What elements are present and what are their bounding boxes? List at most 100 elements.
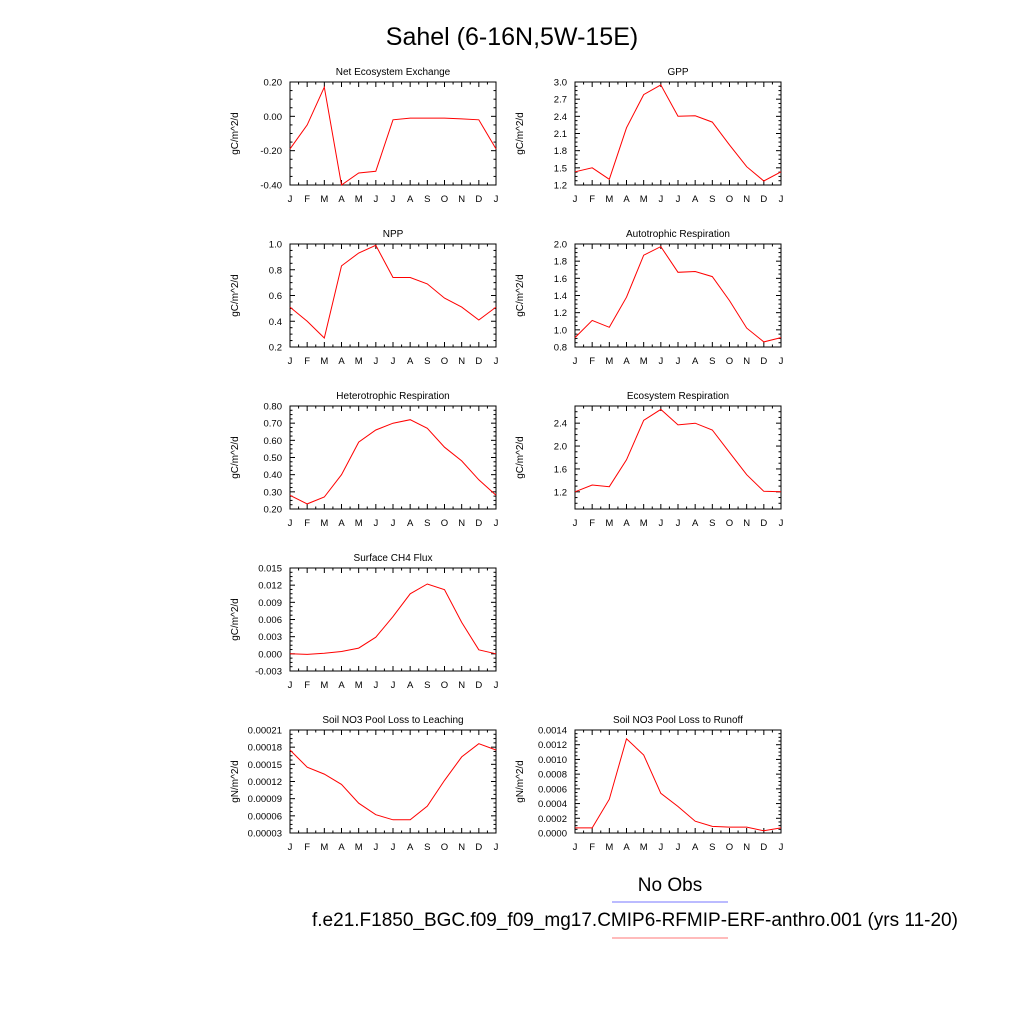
x-tick-label: J bbox=[391, 842, 396, 853]
y-tick-label: 0.0002 bbox=[538, 814, 567, 825]
x-tick-label: J bbox=[391, 518, 396, 529]
y-tick-label: 1.4 bbox=[554, 291, 567, 302]
x-tick-label: J bbox=[373, 680, 378, 691]
y-tick-label: 0.50 bbox=[264, 453, 283, 464]
x-tick-label: F bbox=[589, 194, 595, 205]
x-tick-label: A bbox=[407, 518, 414, 529]
x-tick-label: N bbox=[743, 518, 750, 529]
panel-title: Surface CH4 Flux bbox=[354, 553, 433, 564]
legend-label-model-run: f.e21.F1850_BGC.f09_f09_mg17.CMIP6-RFMIP… bbox=[312, 910, 958, 931]
y-tick-label: 2.4 bbox=[554, 112, 567, 123]
legend-label-no-obs: No Obs bbox=[638, 875, 702, 896]
x-tick-label: J bbox=[288, 842, 293, 853]
panel-title: GPP bbox=[667, 67, 688, 78]
x-tick-label: F bbox=[304, 356, 310, 367]
y-tick-label: 0.000 bbox=[258, 649, 282, 660]
panel-title: Soil NO3 Pool Loss to Runoff bbox=[613, 715, 743, 726]
x-tick-label: M bbox=[640, 842, 648, 853]
panel-title: Autotrophic Respiration bbox=[626, 229, 730, 240]
y-axis-label: gC/m^2/d bbox=[230, 274, 241, 317]
x-tick-label: J bbox=[373, 518, 378, 529]
series-line bbox=[289, 419, 497, 505]
y-axis-label: gC/m^2/d bbox=[515, 436, 526, 479]
panel-9: J F M A M J J A S O N D J0.00140.00120.00100.00080.0… bbox=[515, 715, 784, 853]
x-tick-label: A bbox=[407, 680, 414, 691]
plot-frame bbox=[289, 567, 497, 672]
series-line bbox=[289, 244, 497, 339]
x-tick-label: J bbox=[658, 518, 663, 529]
x-tick-label: J bbox=[573, 194, 578, 205]
y-tick-label: 1.0 bbox=[269, 240, 282, 251]
y-tick-label: 0.00015 bbox=[248, 760, 282, 771]
series-line bbox=[574, 245, 782, 343]
panel-4: J F M A M J J A S O N D J2.01.81.61.41.21.00.8Autotr… bbox=[515, 229, 784, 367]
y-tick-label: 0.00021 bbox=[248, 726, 282, 737]
x-tick-label: A bbox=[338, 680, 345, 691]
x-tick-label: D bbox=[475, 842, 482, 853]
y-tick-label: 0.0010 bbox=[538, 755, 567, 766]
y-tick-label: 0.0006 bbox=[538, 784, 567, 795]
x-tick-label: A bbox=[407, 842, 414, 853]
x-tick-label: J bbox=[658, 194, 663, 205]
x-tick-label: N bbox=[458, 842, 465, 853]
x-tick-label: A bbox=[692, 842, 699, 853]
x-tick-label: O bbox=[441, 356, 448, 367]
y-tick-label: -0.40 bbox=[260, 181, 282, 192]
y-tick-label: 0.30 bbox=[264, 487, 283, 498]
x-tick-label: O bbox=[726, 518, 733, 529]
x-tick-label: J bbox=[573, 518, 578, 529]
y-axis-label: gC/m^2/d bbox=[230, 598, 241, 641]
x-tick-label: J bbox=[494, 356, 499, 367]
x-tick-label: M bbox=[355, 194, 363, 205]
panel-title: Soil NO3 Pool Loss to Leaching bbox=[322, 715, 463, 726]
x-tick-label: D bbox=[760, 356, 767, 367]
y-tick-label: 0.00003 bbox=[248, 829, 282, 840]
y-tick-label: 0.0000 bbox=[538, 829, 567, 840]
plot-frame bbox=[574, 243, 782, 348]
panel-title: Ecosystem Respiration bbox=[627, 391, 729, 402]
x-tick-label: M bbox=[355, 680, 363, 691]
x-tick-label: M bbox=[320, 356, 328, 367]
x-tick-label: M bbox=[320, 680, 328, 691]
x-tick-label: A bbox=[623, 518, 630, 529]
x-tick-label: S bbox=[424, 680, 430, 691]
x-tick-label: A bbox=[338, 842, 345, 853]
y-tick-label: 0.60 bbox=[264, 436, 283, 447]
x-tick-label: J bbox=[391, 680, 396, 691]
plot-frame bbox=[289, 405, 497, 510]
y-tick-label: 0.0014 bbox=[538, 726, 567, 737]
y-tick-label: 0.20 bbox=[264, 78, 283, 89]
y-tick-label: 1.8 bbox=[554, 257, 567, 268]
y-tick-label: 0.00018 bbox=[248, 743, 282, 754]
x-tick-label: O bbox=[726, 356, 733, 367]
x-tick-label: F bbox=[304, 518, 310, 529]
x-tick-label: J bbox=[779, 356, 784, 367]
x-tick-label: D bbox=[475, 356, 482, 367]
y-tick-label: 0.20 bbox=[264, 505, 283, 516]
x-tick-label: F bbox=[304, 842, 310, 853]
x-tick-label: F bbox=[589, 518, 595, 529]
x-tick-label: S bbox=[424, 842, 430, 853]
plot-frame bbox=[289, 729, 497, 834]
x-tick-label: O bbox=[441, 842, 448, 853]
x-tick-label: N bbox=[743, 194, 750, 205]
x-tick-label: J bbox=[494, 518, 499, 529]
x-tick-label: M bbox=[605, 356, 613, 367]
y-axis-label: gC/m^2/d bbox=[515, 112, 526, 155]
x-tick-label: S bbox=[709, 842, 715, 853]
x-tick-label: J bbox=[676, 194, 681, 205]
x-tick-label: A bbox=[338, 356, 345, 367]
x-tick-label: N bbox=[458, 518, 465, 529]
y-tick-label: 1.6 bbox=[554, 274, 567, 285]
x-tick-label: N bbox=[458, 356, 465, 367]
y-tick-label: 0.70 bbox=[264, 419, 283, 430]
y-tick-label: 2.0 bbox=[554, 442, 567, 453]
y-axis-label: gC/m^2/d bbox=[230, 112, 241, 155]
x-tick-label: J bbox=[658, 356, 663, 367]
y-tick-label: 2.0 bbox=[554, 240, 567, 251]
plot-frame bbox=[574, 729, 782, 834]
x-tick-label: F bbox=[304, 680, 310, 691]
